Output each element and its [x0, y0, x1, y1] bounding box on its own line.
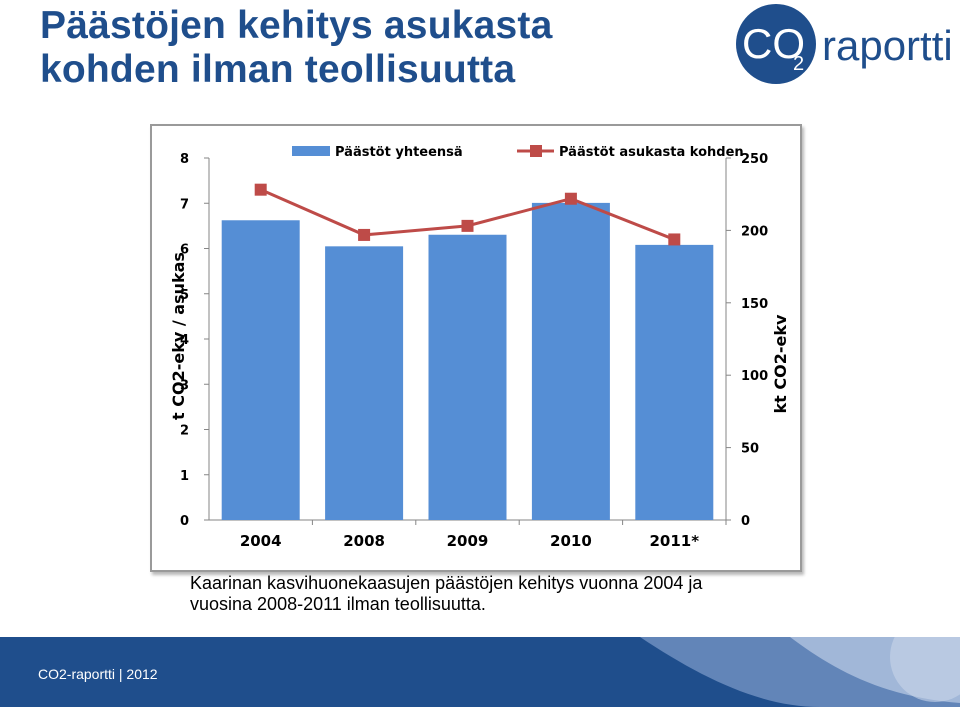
y-right-tick-label: 250	[741, 152, 768, 167]
y-left-tick-label: 4	[180, 333, 189, 348]
chart-frame: 0 1 2 3 4 5 6 7 8 0 50 100 150 200 250 2004 2008 2009 2010…	[150, 124, 802, 572]
y-right-tick-label: 100	[741, 369, 768, 384]
line-series-per-capita	[260, 188, 675, 241]
footer-text: CO2-raportti | 2012	[38, 666, 158, 682]
y-left-tick-label: 6	[180, 243, 189, 258]
x-tick-label: 2010	[550, 532, 592, 550]
x-tick-label: 2004	[240, 532, 282, 550]
caption-line-2: vuosina 2008-2011 ilman teollisuutta.	[190, 594, 486, 614]
chart-caption: Kaarinan kasvihuonekaasujen päästöjen ke…	[190, 573, 702, 615]
caption-line-1: Kaarinan kasvihuonekaasujen päästöjen ke…	[190, 573, 703, 593]
y-left-tick-label: 1	[180, 469, 189, 484]
line-marker-2011	[668, 233, 681, 246]
y-left-tick-label: 0	[180, 514, 189, 529]
bar-2010	[531, 202, 610, 520]
y-left-tick-label: 3	[180, 378, 189, 393]
footer-circle	[890, 637, 960, 702]
x-tick-label: 2009	[447, 532, 489, 550]
y-right-tick-label: 0	[741, 514, 750, 529]
logo-sub-text: 2	[793, 53, 804, 75]
y-right-tick-label: 150	[741, 297, 768, 312]
line-marker-2009	[461, 219, 474, 232]
legend-swatch-bar	[292, 146, 330, 156]
bar-2009	[428, 234, 507, 520]
legend-label-line: Päästöt asukasta kohden	[559, 145, 744, 160]
bar-2004	[221, 220, 300, 520]
x-tick-label: 2011*	[650, 532, 700, 550]
title-line-2: kohden ilman teollisuutta	[40, 48, 516, 91]
y-left-tick-label: 8	[180, 152, 189, 167]
bar-2008	[325, 246, 404, 520]
y-right-tick-label: 50	[741, 442, 759, 457]
legend-swatch-marker	[530, 145, 542, 157]
line-marker-2008	[358, 228, 371, 241]
x-tick-label: 2008	[343, 532, 385, 550]
line-marker-2010	[564, 192, 577, 205]
title-line-1: Päästöjen kehitys asukasta	[40, 4, 553, 47]
co2-raportti-logo: CO 2 raportti	[736, 4, 953, 84]
y-left-tick-label: 2	[180, 424, 189, 439]
y-left-tick-label: 5	[180, 288, 189, 303]
legend-label-bar: Päästöt yhteensä	[335, 145, 463, 160]
line-marker-2004	[254, 183, 267, 196]
y-left-tick-label: 7	[180, 197, 189, 212]
bar-2011	[635, 244, 714, 520]
y-right-tick-label: 200	[741, 224, 768, 239]
logo-co-text: CO	[742, 20, 805, 67]
page-title: Päästöjen kehitys asukasta kohden ilman …	[40, 4, 552, 92]
y-axis-left-title: t CO2-ekv / asukas	[169, 252, 188, 420]
logo-circle	[736, 4, 816, 84]
emissions-chart: 0 1 2 3 4 5 6 7 8 0 50 100 150 200 250 2004 2008 2009 2010…	[169, 145, 790, 550]
logo-word-text: raportti	[822, 22, 953, 69]
footer-band	[0, 637, 960, 707]
y-axis-right-title: kt CO2-ekv	[771, 314, 790, 413]
